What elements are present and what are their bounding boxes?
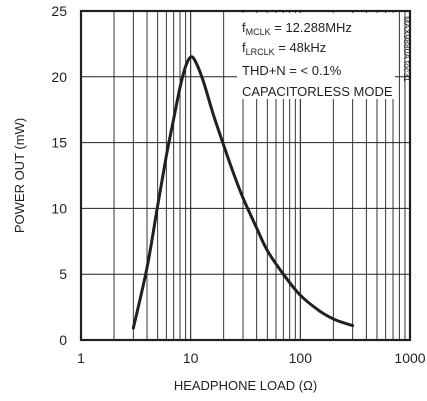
annotation-line: CAPACITORLESS MODE bbox=[242, 84, 393, 99]
annotation-line: fMCLK = 12.288MHz bbox=[242, 20, 352, 37]
x-tick-label: 100 bbox=[289, 350, 313, 366]
watermark-label: MAX9880A toc31 bbox=[402, 16, 412, 82]
y-tick-label: 20 bbox=[51, 69, 67, 85]
x-tick-label: 1 bbox=[77, 350, 85, 366]
y-tick-label: 0 bbox=[59, 332, 67, 348]
data-series bbox=[131, 55, 355, 330]
series-line bbox=[131, 55, 355, 330]
annotation-rest: = 48kHz bbox=[275, 40, 327, 55]
x-axis-title: HEADPHONE LOAD (Ω) bbox=[174, 378, 317, 393]
annotation-line: fLRCLK = 48kHz bbox=[242, 40, 326, 57]
x-tick-labels: 1 10 100 1000 bbox=[77, 350, 426, 366]
annotation-rest: = 12.288MHz bbox=[271, 20, 352, 35]
annotation-subscript: LRCLK bbox=[246, 47, 275, 57]
annotation-main: CAPACITORLESS MODE bbox=[242, 84, 393, 99]
annotation-subscript: MCLK bbox=[246, 27, 271, 37]
y-tick-label: 5 bbox=[59, 266, 67, 282]
x-tick-label: 10 bbox=[183, 350, 199, 366]
plot-frame bbox=[79, 9, 412, 342]
y-axis-title: POWER OUT (mW) bbox=[12, 118, 27, 233]
annotation-main: f bbox=[242, 40, 246, 55]
x-tick-label: 1000 bbox=[394, 350, 425, 366]
annotation-background bbox=[237, 13, 395, 99]
y-tick-labels: 0 5 10 15 20 25 bbox=[51, 3, 67, 348]
y-tick-label: 10 bbox=[51, 200, 67, 216]
annotation-main: f bbox=[242, 20, 246, 35]
annotation-main: THD+N = < 0.1% bbox=[242, 63, 342, 78]
y-tick-label: 15 bbox=[51, 135, 67, 151]
annotation-line: THD+N = < 0.1% bbox=[242, 63, 342, 78]
y-tick-label: 25 bbox=[51, 3, 67, 19]
